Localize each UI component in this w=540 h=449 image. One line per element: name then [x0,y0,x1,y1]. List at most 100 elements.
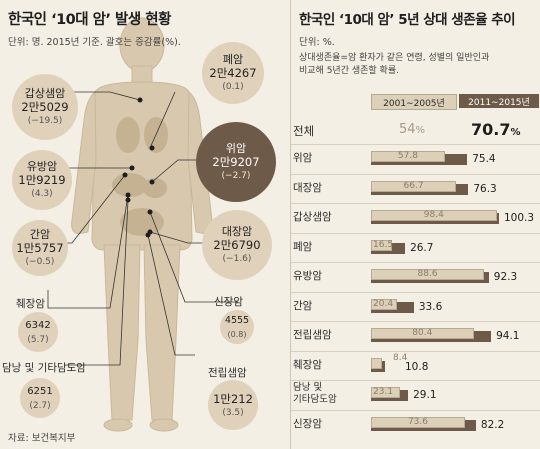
lung-value: 2만4267 [209,66,257,80]
category-label: 간암 [293,299,313,312]
stomach-name: 위암 [225,142,247,155]
bar-2001-2005 [371,269,485,280]
source-note: 자료: 보건복지부 [8,433,76,444]
category-label: 위암 [293,152,313,164]
bar-2001-2005 [371,357,382,369]
value-label-2011-2015: 76.3 [473,182,497,195]
legend-series-b: 2011∼2015년 [459,94,539,108]
value-label-2001-2005: 8.4 [393,352,408,363]
value-label-2001-2005: 88.6 [417,269,438,279]
circle-lung: 폐암 2만4267 (0.1) [202,42,264,104]
circle-stomach: 위암 2만9207 (−2.7) [196,122,276,202]
value-label-2011-2015: 75.4 [472,153,496,165]
thyroid-change: (−19.5) [27,116,63,126]
circle-prostate: 1만212 (3.5) [208,380,258,430]
kidney-name: 신장암 [214,296,243,308]
category-label: 담낭 및 기타담도암 [293,382,337,405]
kidney-change: (0.8) [227,329,247,339]
breast-change: (4.3) [31,189,53,199]
survival-unit: 단위: %. [299,37,335,48]
survival-panel: 한국인 ‘10대 암’ 5년 상대 생존율 추이 단위: %. 상대생존율=암 … [290,0,540,449]
breast-name: 유방암 [26,160,58,173]
stomach-change: (−2.7) [221,171,251,181]
total-series-b: 70.7% [471,120,521,139]
value-label-2011-2015: 82.2 [480,418,505,431]
category-label: 췌장암 [293,358,322,371]
kidney-value: 4555 [224,314,250,326]
liver-value: 1만5757 [16,241,64,255]
row-separator [291,262,540,263]
circle-colorectal: 대장암 2만6790 (−1.6) [202,210,272,280]
value-label-2011-2015: 94.1 [496,330,520,342]
bar-2001-2005 [371,239,393,251]
category-label: 갑상샘암 [293,211,332,223]
value-label-2011-2015: 29.1 [413,389,437,401]
row-separator [291,321,540,322]
category-label: 대장암 [293,181,322,194]
value-label-2011-2015: 26.7 [410,241,434,254]
pancreas-change: (5.7) [27,334,49,345]
category-label: 신장암 [293,417,322,430]
row-separator [291,203,540,204]
liver-name: 간암 [29,228,51,241]
legend-series-a: 2001∼2005년 [371,94,457,110]
lung-name: 폐암 [222,53,244,66]
value-label-2001-2005: 66.7 [403,180,424,191]
circle-thyroid: 갑상샘암 2만5029 (−19.5) [12,74,78,140]
pancreas-name: 췌장암 [16,298,45,310]
prostate-value: 1만212 [213,391,253,406]
stomach-value: 2만9207 [212,155,260,169]
row-separator [291,232,540,234]
thyroid-value: 2만5029 [21,100,69,114]
pancreas-value: 6342 [25,319,51,331]
value-label-2011-2015: 33.6 [418,300,443,313]
value-label-2001-2005: 23.1 [373,387,394,397]
circle-kidney: 4555 (0.8) [220,310,254,344]
gallbladder-name: 담낭 및 기타담도암 [2,362,86,374]
value-label-2001-2005: 73.6 [407,416,428,427]
survival-title: 한국인 ‘10대 암’ 5년 상대 생존율 추이 [299,12,516,28]
circle-gallbladder: 6251 (2.7) [20,378,60,418]
value-label-2001-2005: 80.4 [412,328,433,338]
circle-pancreas: 6342 (5.7) [18,312,58,352]
row-separator [291,291,540,293]
prostate-change: (3.5) [222,407,244,418]
category-label: 폐암 [293,240,313,253]
bar-2001-2005 [371,151,445,162]
value-label-2001-2005: 20.4 [373,298,394,309]
liver-change: (−0.5) [25,257,55,267]
survival-note-1: 상대생존율=암 환자가 같은 연령, 성별의 일반인과 [299,53,490,63]
gallbladder-value: 6251 [27,385,53,397]
value-label-2011-2015: 100.3 [504,212,535,224]
bar-2001-2005 [371,416,465,428]
value-label-2001-2005: 98.4 [423,210,444,220]
value-label-2011-2015: 10.8 [405,360,429,373]
value-label-2001-2005: 16.5 [373,239,394,250]
row-separator [291,144,540,145]
bar-2001-2005 [371,210,497,221]
colorectal-value: 2만6790 [213,238,261,252]
survival-note-2: 비교해 5년간 생존할 확률. [299,66,399,76]
colorectal-change: (−1.6) [222,254,252,264]
row-separator [291,173,540,175]
thyroid-name: 갑상샘암 [24,87,66,100]
bar-2001-2005 [371,298,398,310]
legend-series-a-label: 2001∼2005년 [383,98,445,109]
row-separator [291,350,540,352]
value-label-2001-2005: 57.8 [397,151,418,161]
lung-change: (0.1) [222,82,244,92]
incidence-panel: 한국인 ‘10대 암’ 발생 현황 단위: 명. 2015년 기준. 괄호는 증… [2,12,276,444]
row-separator [291,409,540,411]
total-label: 전체 [293,124,315,138]
incidence-subtitle: 단위: 명. 2015년 기준. 괄호는 증감률(%). [8,37,181,48]
gallbladder-change: (2.7) [29,400,51,411]
incidence-title: 한국인 ‘10대 암’ 발생 현황 [8,12,171,28]
breast-value: 1만9219 [18,173,66,187]
value-label-2011-2015: 92.3 [493,271,518,283]
circle-liver: 간암 1만5757 (−0.5) [12,220,68,276]
circle-breast: 유방암 1만9219 (4.3) [12,150,72,210]
category-label: 유방암 [293,270,322,282]
total-series-a: 54% [399,122,426,137]
bar-2001-2005 [371,387,401,398]
legend-series-b-label: 2011∼2015년 [468,97,530,108]
